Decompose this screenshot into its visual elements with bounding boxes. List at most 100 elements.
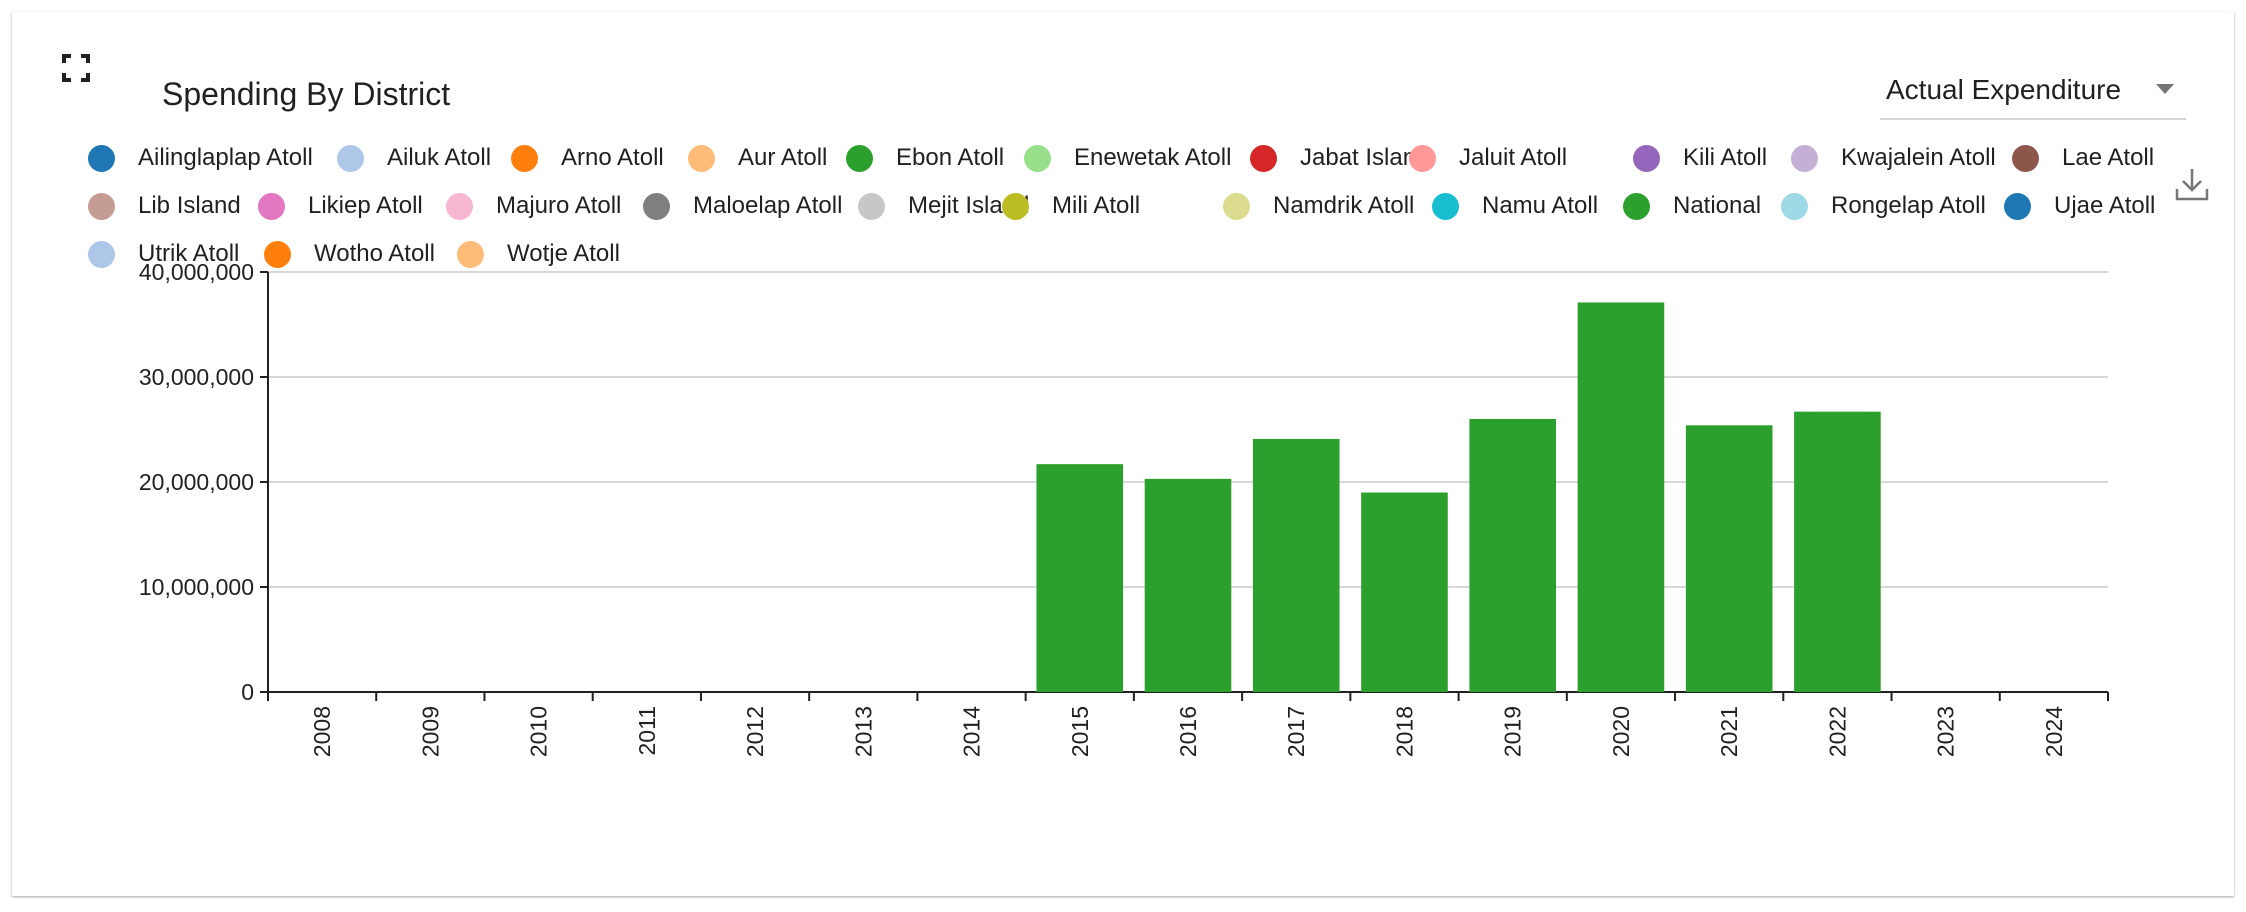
x-tick-label: 2019 [1500, 706, 1526, 757]
chevron-down-icon [2156, 84, 2174, 94]
legend-swatch [446, 192, 473, 220]
legend-item[interactable]: Wotje Atoll [457, 237, 620, 271]
legend-item[interactable]: Namu Atoll [1432, 189, 1598, 223]
legend-swatch [88, 192, 115, 220]
x-tick-label: 2018 [1391, 706, 1417, 757]
x-tick-label: 2008 [309, 706, 335, 757]
y-tick-label: 40,000,000 [139, 259, 254, 285]
legend-swatch [2012, 144, 2039, 172]
legend-swatch [688, 144, 715, 172]
x-tick-label: 2021 [1716, 706, 1742, 757]
expenditure-type-select[interactable]: Actual Expenditure [1880, 60, 2186, 120]
x-tick-label: 2010 [526, 706, 552, 757]
legend-swatch [846, 144, 873, 172]
legend-label: Lib Island [138, 192, 241, 219]
legend-item[interactable]: Enewetak Atoll [1024, 141, 1231, 175]
bar [1036, 464, 1124, 692]
legend-swatch [2004, 192, 2031, 220]
legend-item[interactable]: Ailuk Atoll [337, 141, 491, 175]
y-tick-label: 10,000,000 [139, 574, 254, 600]
legend-swatch [1633, 144, 1660, 172]
legend-label: Maloelap Atoll [693, 192, 843, 219]
fullscreen-icon[interactable] [60, 52, 92, 84]
y-tick-label: 30,000,000 [139, 364, 254, 390]
legend-label: Likiep Atoll [308, 192, 423, 219]
legend-item[interactable]: Arno Atoll [511, 141, 664, 175]
select-value: Actual Expenditure [1886, 74, 2122, 105]
legend-swatch [88, 144, 115, 172]
legend-item[interactable]: Lae Atoll [2012, 141, 2154, 175]
legend-swatch [511, 144, 538, 172]
x-tick-label: 2013 [850, 706, 876, 757]
chart-legend: Ailinglaplap Atoll Ailuk Atoll Arno Atoll A… [0, 0, 2246, 300]
download-icon[interactable] [2174, 166, 2210, 202]
legend-label: National [1673, 192, 1762, 219]
legend-item[interactable]: Kwajalein Atoll [1791, 141, 1996, 175]
bar [1685, 425, 1773, 692]
legend-swatch [1024, 144, 1051, 172]
x-tick-label: 2014 [959, 706, 985, 757]
legend-item[interactable]: Likiep Atoll [258, 189, 423, 223]
y-tick-label: 20,000,000 [139, 469, 254, 495]
legend-label: Ailuk Atoll [387, 144, 492, 171]
legend-label: Aur Atoll [738, 144, 828, 171]
legend-item[interactable]: Majuro Atoll [446, 189, 621, 223]
legend-label: Namdrik Atoll [1273, 192, 1415, 219]
bar [1144, 478, 1232, 692]
x-tick-label: 2022 [1824, 706, 1850, 757]
legend-label: Kwajalein Atoll [1841, 144, 1996, 171]
bar [1577, 302, 1665, 692]
legend-label: Ebon Atoll [896, 144, 1005, 171]
legend-label: Rongelap Atoll [1831, 192, 1986, 219]
x-tick-label: 2017 [1283, 706, 1309, 757]
legend-item[interactable]: Ebon Atoll [846, 141, 1004, 175]
legend-label: Utrik Atoll [138, 240, 240, 267]
legend-item[interactable]: Namdrik Atoll [1223, 189, 1414, 223]
legend-label: Wotje Atoll [507, 240, 620, 267]
legend-item[interactable]: Utrik Atoll [88, 237, 239, 271]
legend-item[interactable]: Jaluit Atoll [1409, 141, 1567, 175]
legend-swatch [1623, 192, 1650, 220]
bar [1361, 492, 1448, 692]
legend-swatch [1791, 144, 1818, 172]
legend-swatch [1409, 144, 1436, 172]
legend-item[interactable]: Kili Atoll [1633, 141, 1767, 175]
legend-item[interactable]: Rongelap Atoll [1781, 189, 1986, 223]
legend-label: Lae Atoll [2062, 144, 2155, 171]
bar [1469, 419, 1556, 692]
legend-label: Ailinglaplap Atoll [138, 144, 313, 171]
legend-item[interactable]: Lib Island [88, 189, 241, 223]
legend-swatch [258, 192, 285, 220]
x-tick-label: 2024 [2041, 706, 2067, 757]
legend-swatch [1781, 192, 1808, 220]
legend-label: Kili Atoll [1683, 144, 1768, 171]
x-tick-label: 2012 [742, 706, 768, 757]
legend-item[interactable]: Wotho Atoll [264, 237, 435, 271]
x-tick-label: 2023 [1933, 706, 1959, 757]
x-tick-label: 2009 [417, 706, 443, 757]
legend-item[interactable]: Maloelap Atoll [643, 189, 842, 223]
legend-label: Wotho Atoll [314, 240, 435, 267]
bar [1252, 438, 1340, 692]
x-tick-label: 2016 [1175, 706, 1201, 757]
legend-label: Namu Atoll [1482, 192, 1599, 219]
legend-swatch [88, 240, 115, 268]
legend-item[interactable]: Ailinglaplap Atoll [88, 141, 313, 175]
legend-item[interactable]: Ujae Atoll [2004, 189, 2155, 223]
legend-swatch [1002, 192, 1029, 220]
legend-item[interactable]: Aur Atoll [688, 141, 827, 175]
bar [1794, 411, 1881, 692]
x-tick-label: 2011 [634, 706, 660, 755]
y-tick-label: 0 [241, 679, 254, 705]
legend-item[interactable]: National [1623, 189, 1761, 223]
chart-title: Spending By District [162, 76, 451, 112]
legend-item[interactable]: Jabat Island [1250, 141, 1429, 175]
x-tick-label: 2020 [1608, 706, 1634, 757]
legend-label: Jaluit Atoll [1459, 144, 1568, 171]
legend-item[interactable]: Mili Atoll [1002, 189, 1140, 223]
x-tick-label: 2015 [1067, 706, 1093, 757]
legend-swatch [1432, 192, 1459, 220]
legend-swatch [457, 240, 484, 268]
legend-label: Jabat Island [1300, 144, 1430, 171]
legend-swatch [643, 192, 670, 220]
